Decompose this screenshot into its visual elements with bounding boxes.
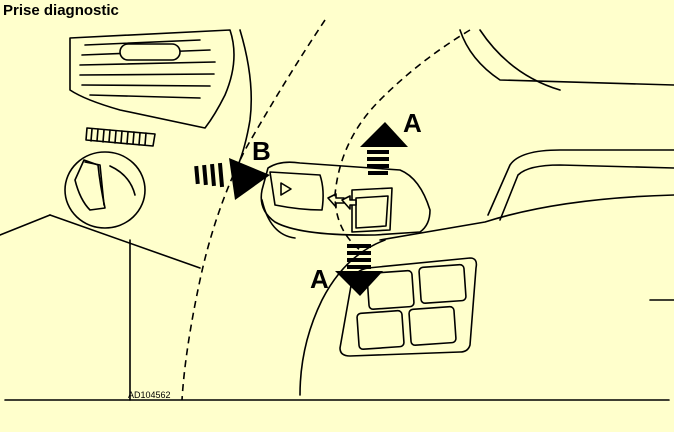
thumbwheel (85, 127, 156, 147)
page-title: Prise diagnostic (3, 2, 119, 19)
reference-code: AD104562 (128, 390, 171, 400)
label-a-top: A (403, 108, 422, 138)
arrow-a-up (360, 122, 408, 175)
diagnostic-socket (327, 187, 393, 233)
button-panel (339, 257, 478, 357)
arrow-b-right (194, 158, 270, 200)
detail-dashed-outline (181, 19, 471, 401)
light-switch-knob (64, 151, 146, 229)
arrow-a-down (335, 244, 383, 296)
air-vent (69, 29, 235, 129)
label-b: B (252, 136, 271, 166)
label-a-bottom: A (310, 264, 329, 294)
